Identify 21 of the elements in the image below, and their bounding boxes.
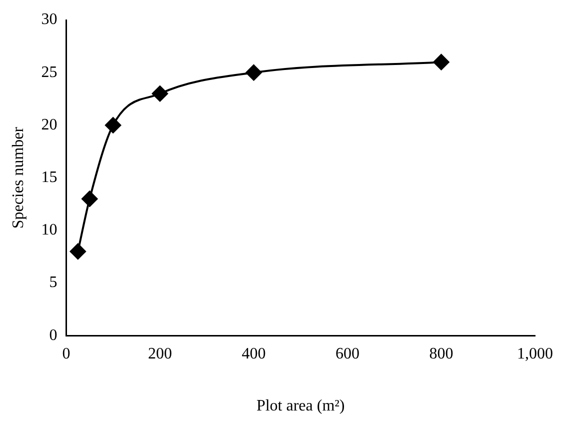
point: [152, 86, 168, 102]
y-tick-label: 10: [41, 222, 58, 239]
point: [105, 117, 122, 134]
y-tick-label: 0: [49, 326, 58, 344]
x-tick-label: 400: [242, 345, 266, 362]
y-axis-title: Species number: [10, 126, 27, 229]
x-tick-label: 0: [62, 345, 70, 362]
y-tick-label: 30: [41, 11, 58, 28]
y-tick-label: 20: [41, 116, 58, 134]
y-tick-label: 5: [49, 274, 58, 292]
x-tick-label: 800: [429, 345, 454, 362]
point: [82, 190, 98, 207]
y-tick-label: 25: [41, 64, 58, 81]
point: [433, 54, 450, 70]
x-axis-title: Plot area (m²): [256, 398, 345, 415]
point: [70, 243, 86, 260]
x-tick-label: 200: [148, 345, 172, 362]
x-tick-label: 600: [335, 345, 360, 362]
point: [246, 64, 262, 81]
x-tick-label: 1,000: [517, 345, 553, 362]
y-tick-label: 15: [41, 169, 58, 186]
